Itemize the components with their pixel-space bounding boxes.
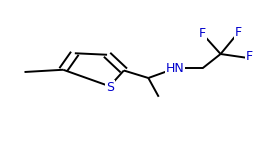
- Text: F: F: [199, 27, 206, 40]
- Text: F: F: [246, 51, 253, 63]
- Text: HN: HN: [166, 63, 184, 75]
- Text: F: F: [235, 26, 242, 39]
- Text: S: S: [106, 81, 115, 94]
